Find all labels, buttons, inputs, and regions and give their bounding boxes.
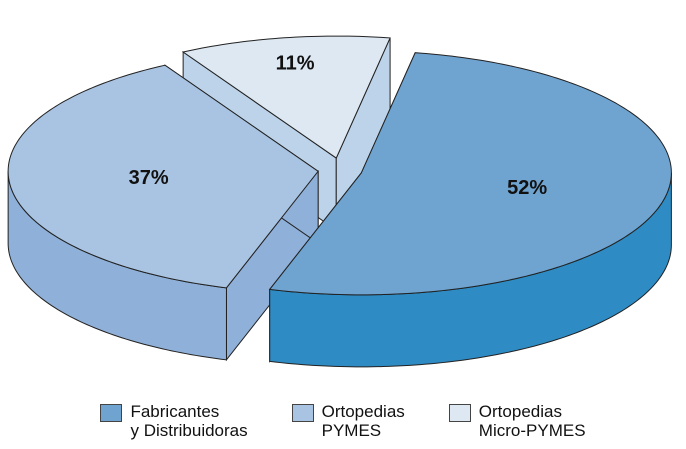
legend: Fabricantes y Distribuidoras Ortopedias P… (0, 402, 686, 440)
chart: 11% 37% 52% (7, 35, 672, 368)
legend-item: Fabricantes y Distribuidoras (100, 402, 248, 440)
pie-slice (7, 64, 319, 362)
slice-top (181, 35, 391, 159)
legend-item: Ortopedias Micro-PYMES (448, 402, 586, 440)
legend-swatch (291, 404, 314, 422)
pie-slice (268, 52, 672, 368)
slice-top (268, 52, 672, 296)
legend-label: Fabricantes y Distribuidoras (130, 402, 248, 440)
data-label: 52% (507, 177, 547, 199)
legend-swatch (100, 404, 123, 422)
legend-swatch (448, 404, 471, 422)
slice-top (7, 64, 319, 289)
legend-label: Ortopedias PYMES (321, 402, 405, 440)
legend-label: Ortopedias Micro-PYMES (478, 402, 586, 440)
legend-item: Ortopedias PYMES (291, 402, 405, 440)
data-label: 37% (129, 167, 169, 189)
data-label: 11% (276, 53, 315, 75)
